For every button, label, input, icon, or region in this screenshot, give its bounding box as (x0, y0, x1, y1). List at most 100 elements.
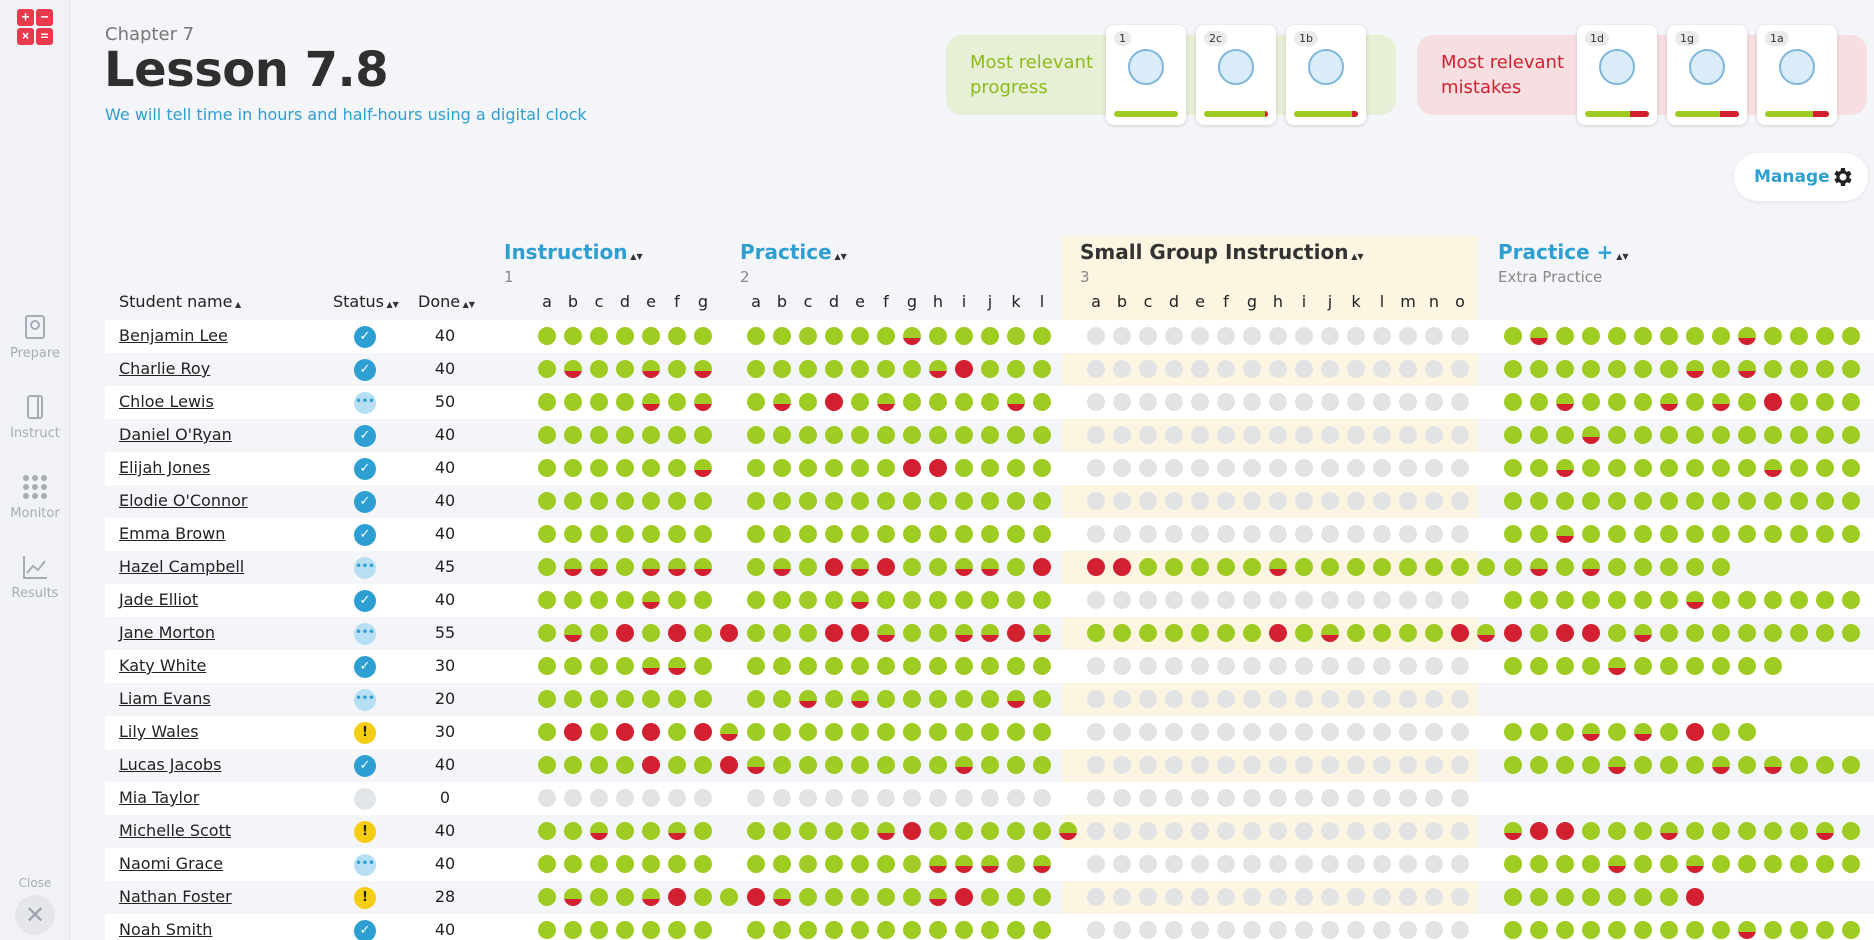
empty-dot[interactable] (1425, 855, 1443, 873)
partial-dot[interactable] (1660, 393, 1678, 411)
correct-dot[interactable] (1842, 360, 1860, 378)
correct-dot[interactable] (903, 921, 921, 939)
correct-dot[interactable] (799, 360, 817, 378)
correct-dot[interactable] (1634, 459, 1652, 477)
correct-dot[interactable] (1582, 921, 1600, 939)
empty-dot[interactable] (1087, 393, 1105, 411)
correct-dot[interactable] (538, 525, 556, 543)
student-name-header[interactable]: Student name ▲ (119, 292, 241, 311)
partial-dot[interactable] (1269, 558, 1287, 576)
correct-dot[interactable] (747, 921, 765, 939)
correct-dot[interactable] (851, 492, 869, 510)
correct-dot[interactable] (877, 492, 895, 510)
correct-dot[interactable] (1686, 492, 1704, 510)
correct-dot[interactable] (1764, 822, 1782, 840)
empty-dot[interactable] (1373, 888, 1391, 906)
correct-dot[interactable] (929, 393, 947, 411)
empty-dot[interactable] (1451, 690, 1469, 708)
correct-dot[interactable] (903, 723, 921, 741)
empty-dot[interactable] (1321, 459, 1339, 477)
empty-dot[interactable] (1269, 393, 1287, 411)
correct-dot[interactable] (747, 492, 765, 510)
correct-dot[interactable] (1582, 756, 1600, 774)
empty-dot[interactable] (1451, 888, 1469, 906)
incorrect-dot[interactable] (616, 723, 634, 741)
correct-dot[interactable] (1033, 360, 1051, 378)
correct-dot[interactable] (747, 855, 765, 873)
empty-dot[interactable] (1139, 426, 1157, 444)
empty-dot[interactable] (1321, 492, 1339, 510)
empty-dot[interactable] (1269, 822, 1287, 840)
empty-dot[interactable] (1113, 822, 1131, 840)
empty-dot[interactable] (1217, 525, 1235, 543)
empty-dot[interactable] (1373, 921, 1391, 939)
correct-dot[interactable] (1816, 624, 1834, 642)
correct-dot[interactable] (929, 591, 947, 609)
empty-dot[interactable] (1295, 723, 1313, 741)
partial-dot[interactable] (1477, 624, 1495, 642)
partial-dot[interactable] (1556, 525, 1574, 543)
empty-dot[interactable] (1399, 525, 1417, 543)
empty-dot[interactable] (1113, 921, 1131, 939)
partial-dot[interactable] (877, 393, 895, 411)
close-button[interactable]: ✕ (15, 895, 55, 935)
partial-dot[interactable] (1816, 822, 1834, 840)
correct-dot[interactable] (1556, 888, 1574, 906)
incorrect-dot[interactable] (825, 624, 843, 642)
correct-dot[interactable] (1816, 393, 1834, 411)
correct-dot[interactable] (1660, 624, 1678, 642)
correct-dot[interactable] (1790, 393, 1808, 411)
correct-dot[interactable] (929, 327, 947, 345)
empty-dot[interactable] (955, 789, 973, 807)
empty-dot[interactable] (1425, 657, 1443, 675)
empty-dot[interactable] (1399, 888, 1417, 906)
correct-dot[interactable] (1712, 492, 1730, 510)
correct-dot[interactable] (1608, 492, 1626, 510)
status-badge[interactable]: ✓ (354, 656, 376, 678)
correct-dot[interactable] (1582, 327, 1600, 345)
empty-dot[interactable] (1087, 822, 1105, 840)
partial-dot[interactable] (929, 855, 947, 873)
correct-dot[interactable] (1816, 426, 1834, 444)
correct-dot[interactable] (1686, 756, 1704, 774)
empty-dot[interactable] (1139, 690, 1157, 708)
empty-dot[interactable] (1113, 525, 1131, 543)
incorrect-dot[interactable] (1504, 624, 1522, 642)
correct-dot[interactable] (668, 591, 686, 609)
correct-dot[interactable] (642, 492, 660, 510)
correct-dot[interactable] (1007, 723, 1025, 741)
partial-dot[interactable] (955, 756, 973, 774)
correct-dot[interactable] (694, 855, 712, 873)
partial-dot[interactable] (1608, 657, 1626, 675)
incorrect-dot[interactable] (668, 624, 686, 642)
empty-dot[interactable] (1399, 822, 1417, 840)
correct-dot[interactable] (1582, 360, 1600, 378)
correct-dot[interactable] (1816, 855, 1834, 873)
status-badge[interactable]: ••• (354, 557, 376, 579)
incorrect-dot[interactable] (1582, 624, 1600, 642)
correct-dot[interactable] (1660, 327, 1678, 345)
correct-dot[interactable] (799, 426, 817, 444)
correct-dot[interactable] (1007, 657, 1025, 675)
correct-dot[interactable] (1712, 921, 1730, 939)
empty-dot[interactable] (1217, 327, 1235, 345)
correct-dot[interactable] (1295, 558, 1313, 576)
empty-dot[interactable] (1425, 723, 1443, 741)
correct-dot[interactable] (877, 657, 895, 675)
partial-dot[interactable] (1059, 822, 1077, 840)
correct-dot[interactable] (851, 426, 869, 444)
correct-dot[interactable] (642, 690, 660, 708)
correct-dot[interactable] (903, 690, 921, 708)
correct-dot[interactable] (1608, 591, 1626, 609)
correct-dot[interactable] (1738, 591, 1756, 609)
empty-dot[interactable] (1113, 789, 1131, 807)
status-badge[interactable]: ✓ (354, 359, 376, 381)
correct-dot[interactable] (1660, 657, 1678, 675)
correct-dot[interactable] (1660, 888, 1678, 906)
correct-dot[interactable] (1790, 525, 1808, 543)
correct-dot[interactable] (668, 921, 686, 939)
empty-dot[interactable] (1321, 525, 1339, 543)
empty-dot[interactable] (1295, 822, 1313, 840)
correct-dot[interactable] (1790, 360, 1808, 378)
partial-dot[interactable] (1007, 690, 1025, 708)
